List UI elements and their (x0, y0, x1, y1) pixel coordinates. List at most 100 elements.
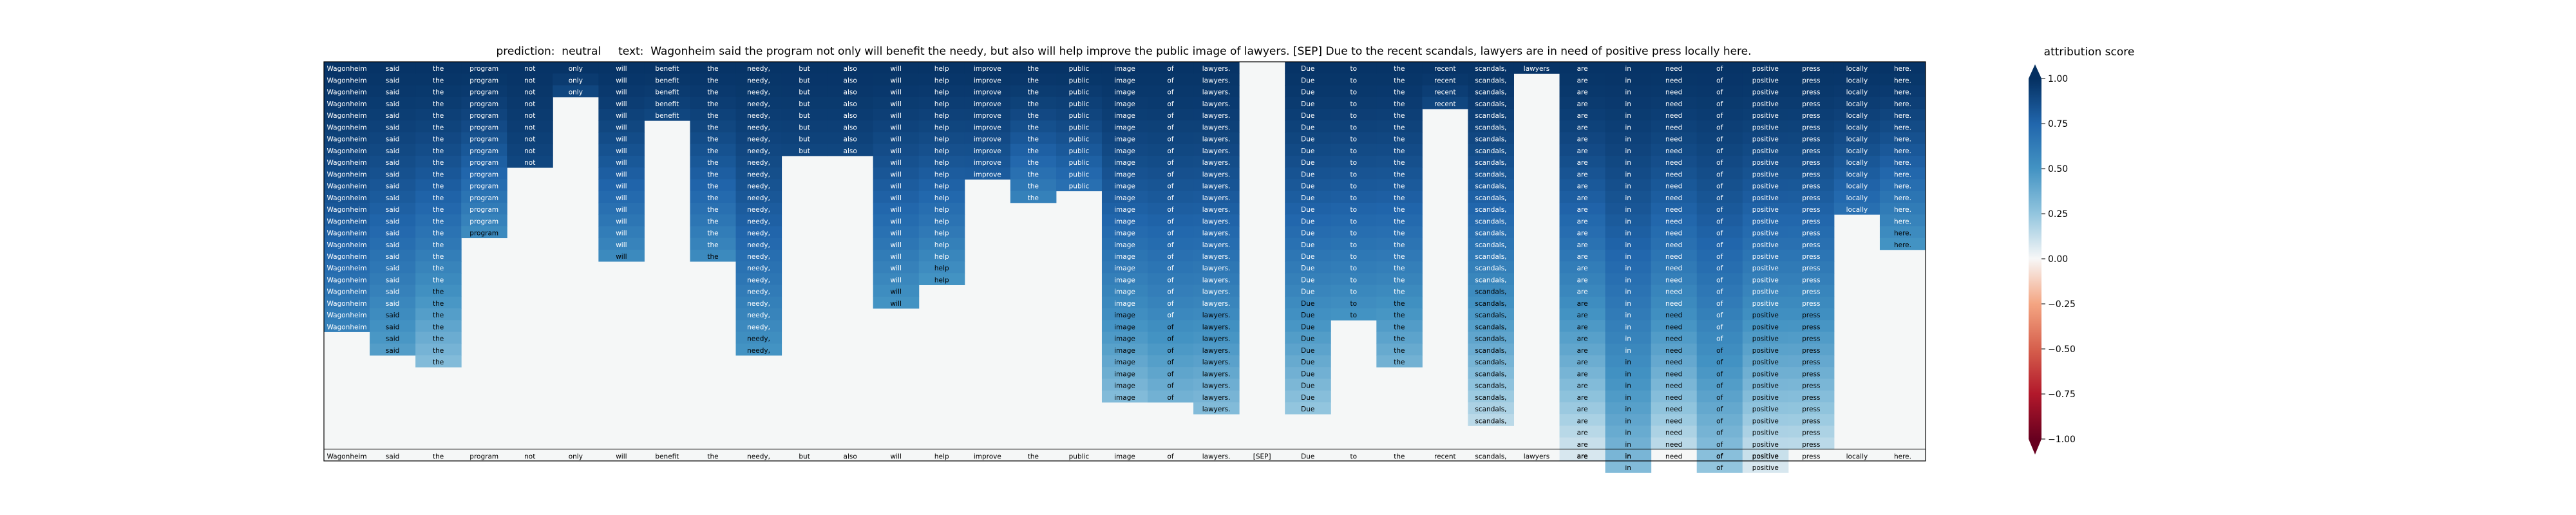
heatmap-cell (690, 179, 737, 192)
heatmap-cell (873, 108, 920, 121)
cell-token-label: Due (1301, 218, 1314, 225)
heatmap-cell (1879, 132, 1926, 145)
heatmap-cell (370, 97, 416, 109)
cell-token-label: positive (1752, 171, 1779, 178)
cell-token-label: of (1167, 347, 1173, 355)
cell-token-label: Wagonheim (327, 147, 366, 155)
heatmap-cell (1101, 85, 1148, 98)
cell-token-label: improve (974, 147, 1001, 155)
heatmap-cell (1193, 238, 1240, 250)
heatmap-cell (1376, 355, 1423, 368)
heatmap-cell (873, 191, 920, 203)
cell-token-label: of (1167, 112, 1173, 120)
heatmap-cell (1788, 273, 1835, 285)
cell-token-label: Due (1301, 312, 1314, 319)
heatmap-cell (918, 155, 965, 168)
heatmap-cell (1193, 155, 1240, 168)
heatmap-cell (1651, 62, 1698, 74)
heatmap-cell (1376, 249, 1423, 262)
cell-token-label: Due (1301, 65, 1314, 73)
heatmap-cell (1696, 390, 1743, 403)
heatmap-cell (1879, 167, 1926, 180)
cell-token-label: will (616, 206, 627, 214)
heatmap-cell (1742, 132, 1789, 145)
cell-token-label: here. (1894, 206, 1911, 214)
heatmap-cell (598, 144, 645, 156)
heatmap-cell (1056, 155, 1103, 168)
cell-token-label: the (1394, 276, 1405, 284)
heatmap-cell (1696, 296, 1743, 309)
heatmap-cell (461, 97, 507, 109)
heatmap-cell (1101, 62, 1148, 74)
cell-token-label: scandals, (1475, 159, 1506, 167)
cell-token-label: will (891, 112, 902, 120)
heatmap-cell (1148, 155, 1194, 168)
cell-token-label: of (1167, 136, 1173, 144)
cell-token-label: lawyers. (1202, 312, 1231, 319)
heatmap-cell (1101, 273, 1148, 285)
heatmap-cell (507, 108, 553, 121)
heatmap-cell (1696, 202, 1743, 215)
heatmap-cell (1331, 62, 1377, 74)
heatmap-cell (1559, 108, 1606, 121)
cell-token-label: program (469, 159, 498, 167)
cell-token-label: of (1716, 417, 1723, 425)
heatmap-cell (1879, 97, 1926, 109)
heatmap-cell (1742, 202, 1789, 215)
cell-token-label: Due (1301, 206, 1314, 214)
heatmap-cell (735, 332, 782, 344)
heatmap-cell (1651, 97, 1698, 109)
cell-token-label: the (1394, 323, 1405, 331)
heatmap-cell (1605, 320, 1652, 332)
heatmap-cell (690, 85, 737, 98)
heatmap-cell (1559, 261, 1606, 274)
cell-token-label: lawyers. (1202, 159, 1231, 167)
cell-token-label: positive (1752, 230, 1779, 238)
heatmap-cell (461, 167, 507, 180)
cell-token-label: program (469, 230, 498, 238)
cell-token-label: the (433, 183, 444, 191)
cell-token-label: will (616, 159, 627, 167)
heatmap-cell (1696, 437, 1743, 450)
cell-token-label: in (1625, 335, 1631, 343)
heatmap-cell (735, 285, 782, 297)
cell-token-label: needy, (747, 124, 770, 131)
heatmap-cell (1468, 379, 1514, 391)
cell-token-label: only (569, 89, 583, 97)
cell-token-label: will (616, 183, 627, 191)
cell-token-label: are (1577, 183, 1588, 191)
heatmap-cell (918, 97, 965, 109)
heatmap-cell (1285, 155, 1331, 168)
heatmap-cell (1833, 179, 1880, 192)
cell-token-label: the (1394, 312, 1405, 319)
cell-token-label: the (707, 159, 718, 167)
cell-token-label: positive (1752, 241, 1779, 249)
heatmap-cell (1788, 261, 1835, 274)
cell-token-label: to (1350, 171, 1358, 178)
cell-token-label: are (1577, 77, 1588, 84)
cell-token-label: of (1167, 253, 1173, 261)
cell-token-label: of (1167, 65, 1173, 73)
cell-token-label: improve (974, 124, 1001, 131)
heatmap-cell (1559, 202, 1606, 215)
token-axis-label: benefit (655, 453, 679, 460)
heatmap-cell (370, 179, 416, 192)
heatmap-cell (690, 132, 737, 145)
cell-token-label: said (386, 218, 400, 225)
cell-token-label: lawyers. (1202, 406, 1231, 413)
cell-token-label: need (1665, 359, 1682, 366)
heatmap-cell (1331, 120, 1377, 133)
cell-token-label: image (1114, 89, 1135, 97)
heatmap-cell (1148, 179, 1194, 192)
heatmap-cell (415, 226, 462, 239)
cell-token-label: the (1028, 159, 1039, 167)
cell-token-label: image (1114, 394, 1135, 402)
cell-token-label: of (1716, 183, 1723, 191)
heatmap-cell (1148, 62, 1194, 74)
heatmap-cell (918, 202, 965, 215)
cell-token-label: in (1625, 147, 1631, 155)
cell-token-label: not (524, 100, 535, 108)
cell-token-label: to (1350, 276, 1358, 284)
heatmap-cell (964, 108, 1011, 121)
cell-token-label: scandals, (1475, 300, 1506, 308)
